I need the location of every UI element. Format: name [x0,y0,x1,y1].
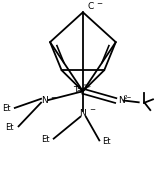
Text: N: N [118,96,124,105]
Text: C: C [88,1,94,11]
Text: 5+: 5+ [84,84,92,89]
Text: 2−: 2− [124,95,132,100]
Text: Et: Et [2,104,11,113]
Text: N: N [41,96,48,105]
Text: Et: Et [42,135,50,144]
Text: −: − [89,107,95,113]
Text: Ta: Ta [73,86,82,95]
Text: Et: Et [5,123,14,132]
Text: Et: Et [103,137,111,146]
Text: −: − [50,95,57,101]
Text: N: N [80,109,86,118]
Text: −: − [96,1,102,7]
